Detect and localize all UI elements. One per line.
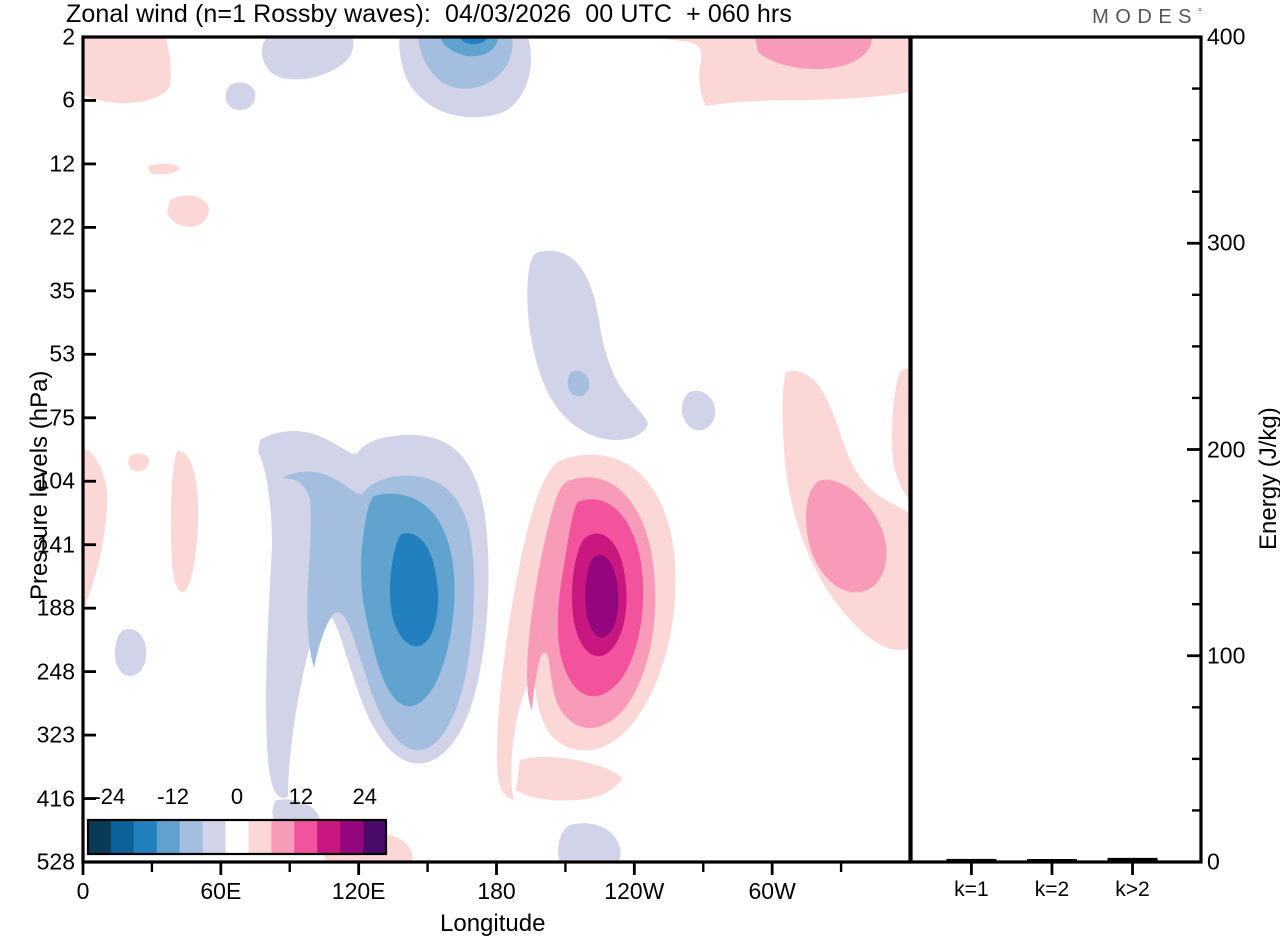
contour-negative-dot-6hpa: [225, 82, 256, 110]
y-axis-tick-label: 248: [36, 658, 75, 685]
contour-negative-top-60e: [262, 37, 354, 80]
colorbar-tick-label: 24: [352, 784, 377, 809]
contour-positive-lens-180: [170, 450, 199, 592]
contour-negative-top-120e-L3: [440, 37, 498, 57]
contour-negative-bottom-center: [558, 823, 621, 862]
y-axis-tick-label: 104: [36, 467, 75, 494]
colorbar-swatch: [248, 820, 272, 854]
colorbar-swatch: [133, 820, 158, 854]
contour-negative-top-120e-L4: [460, 37, 488, 45]
contour-positive-top-band-core: [755, 37, 872, 70]
colorbar-swatch: [202, 820, 227, 854]
energy-bar-k=2: [1027, 859, 1077, 862]
energy-bar-category-label: k=1: [954, 878, 989, 901]
modes-logo: MODES°: [1092, 6, 1202, 29]
colorbar-tick-label: 0: [230, 784, 244, 809]
colorbar: [86, 818, 388, 856]
y-axis-tick-label: 141: [36, 531, 75, 558]
contour-positive-core-tail: [516, 757, 622, 801]
y-axis-tick-label: 35: [49, 277, 75, 304]
y-axis-tick-label: 12: [49, 150, 75, 177]
contour-negative-core-L4: [389, 533, 439, 647]
energy-axis-tick-label: 200: [1207, 436, 1246, 462]
y-axis-tick-label: 2: [62, 23, 75, 50]
axis-ticks: [81, 35, 1201, 875]
y-axis-tick-label: 22: [49, 213, 75, 240]
x-axis-tick-label: 180: [477, 878, 516, 904]
colorbar-swatch: [88, 820, 112, 854]
colorbar-swatch: [271, 820, 295, 854]
page-title: Zonal wind (n=1 Rossby waves): 04/03/202…: [66, 0, 792, 28]
logo-degree-mark: °: [1198, 7, 1202, 19]
colorbar-swatch: [156, 820, 181, 854]
energy-axis-tick-label: 100: [1207, 642, 1246, 669]
x-axis-tick-label: 120W: [604, 878, 665, 904]
contour-fields: [83, 37, 910, 862]
y-axis-tick-label: 188: [36, 594, 75, 621]
energy-axis-tick-label: 400: [1207, 23, 1246, 50]
y-axis-tick-label: 75: [49, 404, 75, 431]
colorbar-swatch: [225, 820, 250, 854]
energy-bar-k=1: [946, 858, 997, 862]
colorbar-tick-label: -24: [93, 784, 126, 809]
energy-axis-tick-label: 300: [1207, 229, 1246, 256]
energy-axis-tick-label: 0: [1207, 848, 1220, 875]
contour-positive-core-L5: [585, 555, 619, 638]
colorbar-tick-label: -12: [157, 784, 190, 809]
colorbar-swatch: [317, 820, 341, 854]
energy-bar-k>2: [1107, 857, 1158, 862]
colorbar-frame: [86, 818, 388, 856]
y-axis-tick-label: 416: [36, 785, 75, 812]
contour-positive-nub-left: [128, 453, 150, 472]
energy-bars: [946, 857, 1158, 862]
x-axis-tick-label: 120E: [331, 878, 386, 904]
logo-text: MODES: [1092, 6, 1198, 28]
contour-negative-mid-strat-core: [567, 370, 590, 397]
contour-negative-blob-lowleft: [114, 628, 147, 676]
contour-negative-mid-strat-L1: [527, 250, 648, 440]
contour-positive-atlantic-L2: [806, 479, 887, 593]
contour-positive-right-edge: [892, 368, 910, 500]
contour-positive-west-strat: [83, 37, 171, 104]
y-axis-tick-label: 323: [36, 721, 75, 748]
contour-positive-left-column: [83, 448, 108, 610]
energy-bar-category-label: k=2: [1034, 878, 1070, 901]
colorbar-swatch: [340, 820, 364, 854]
y-axis-tick-label: 528: [36, 848, 75, 875]
colorbar-swatch: [110, 820, 135, 854]
x-axis-tick-label: 60W: [748, 878, 796, 904]
contour-positive-sliver-12: [148, 163, 180, 175]
x-axis-tick-label: 0: [76, 878, 90, 904]
contour-positive-blob-22: [167, 195, 209, 227]
colorbar-swatch: [179, 820, 204, 854]
colorbar-swatch: [363, 820, 387, 854]
y-axis-tick-label: 53: [49, 340, 75, 367]
contour-negative-blob-120w: [681, 390, 716, 431]
x-axis-tick-label: 60E: [200, 878, 242, 904]
energy-bar-category-label: k>2: [1115, 878, 1150, 901]
y-axis-tick-label: 6: [62, 86, 75, 113]
colorbar-tick-label: 12: [288, 784, 314, 809]
side-panel-frame: [909, 35, 1203, 864]
colorbar-swatch: [294, 820, 318, 854]
